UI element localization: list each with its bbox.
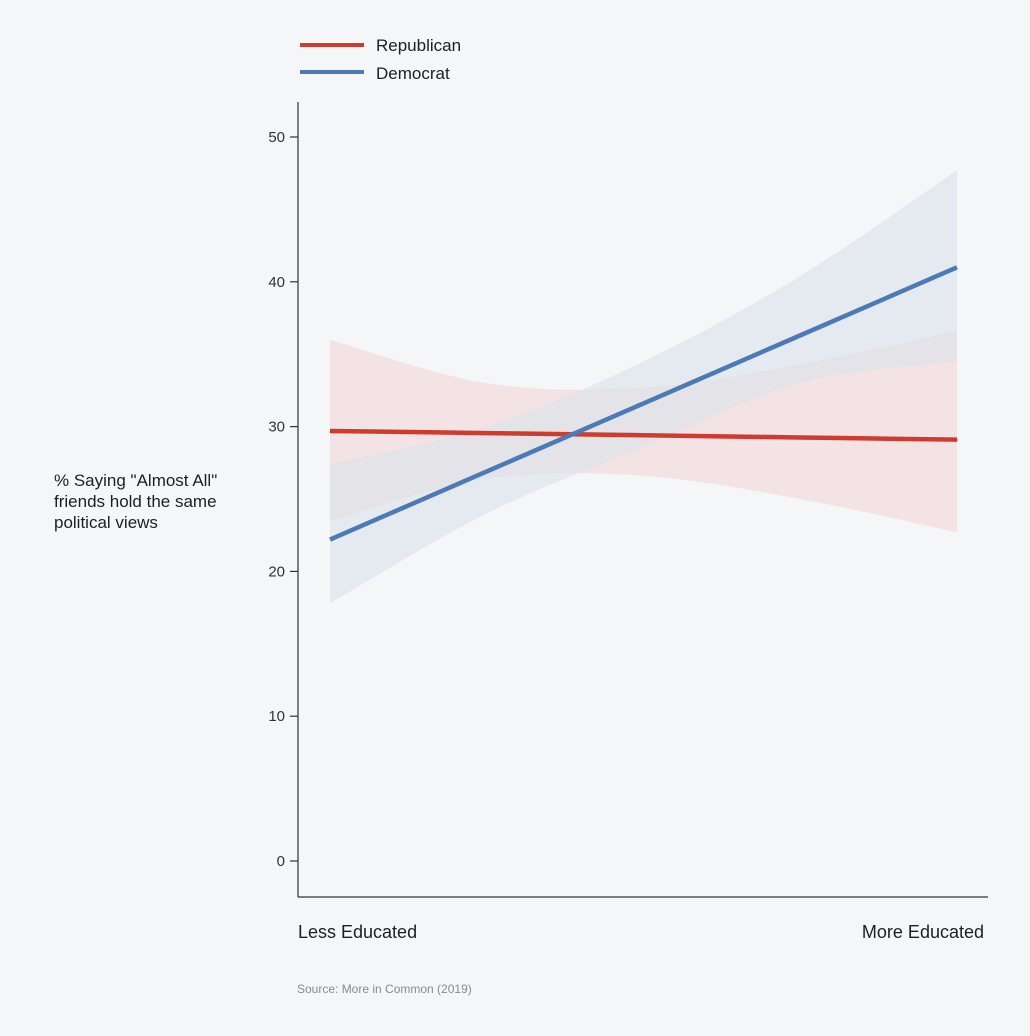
series-line-democrat <box>329 265 958 542</box>
legend-label-republican: Republican <box>376 36 461 55</box>
x-category-less-educated: Less Educated <box>298 922 417 942</box>
legend-label-democrat: Democrat <box>376 64 450 83</box>
y-tick-label-40: 40 <box>268 274 285 291</box>
confidence-bands <box>330 170 957 604</box>
source-note: Source: More in Common (2019) <box>297 982 472 996</box>
y-axis-ticks: 0 10 20 30 40 50 <box>268 129 298 870</box>
legend: Republican Democrat <box>300 36 461 83</box>
series-line-republican <box>329 428 958 442</box>
confidence-band-democrat <box>330 170 957 604</box>
y-tick-label-20: 20 <box>268 563 285 580</box>
y-tick-label-0: 0 <box>277 853 285 870</box>
series-lines <box>329 265 958 542</box>
y-tick-label-30: 30 <box>268 419 285 436</box>
y-tick-label-10: 10 <box>268 708 285 725</box>
y-axis-label: % Saying "Almost All" friends hold the s… <box>54 471 218 532</box>
x-category-more-educated: More Educated <box>862 922 984 942</box>
y-tick-label-50: 50 <box>268 129 285 146</box>
